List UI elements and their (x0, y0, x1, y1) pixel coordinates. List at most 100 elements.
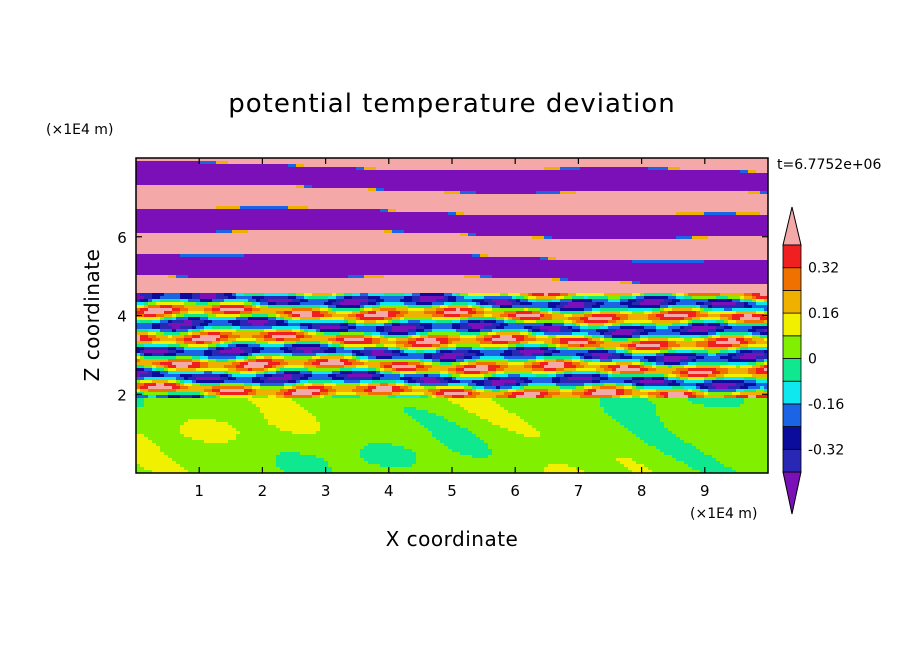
contour-cell (664, 353, 697, 357)
contour-cell (296, 335, 305, 339)
contour-cell (504, 392, 513, 396)
contour-cell (592, 353, 613, 357)
contour-cell (592, 374, 601, 378)
contour-cell (232, 332, 261, 336)
contour-cell (520, 383, 529, 387)
contour-cell (136, 194, 768, 198)
contour-cell (312, 395, 321, 399)
contour-cell (408, 311, 425, 315)
contour-cell (392, 443, 445, 447)
contour-cell (428, 374, 441, 378)
contour-cell (252, 383, 261, 387)
contour-cell (744, 314, 753, 318)
contour-cell (688, 371, 713, 375)
contour-cell (704, 260, 768, 264)
contour-cell (336, 311, 353, 315)
contour-cell (348, 329, 377, 333)
contour-cell (676, 236, 693, 240)
contour-cell (280, 368, 309, 372)
contour-cell (620, 296, 633, 300)
contour-cell (744, 380, 757, 384)
contour-cell (448, 368, 457, 372)
contour-cell (380, 374, 385, 378)
contour-cell (688, 362, 697, 366)
contour-cell (332, 302, 341, 306)
contour-cell (224, 371, 229, 375)
contour-cell (296, 389, 321, 393)
contour-cell (432, 359, 441, 363)
contour-cell (472, 392, 481, 396)
contour-cell (360, 317, 385, 321)
contour-cell (448, 380, 461, 384)
contour-cell (736, 347, 741, 351)
contour-cell (600, 380, 625, 384)
contour-cell (448, 299, 457, 303)
contour-cell (408, 338, 417, 342)
contour-cell (276, 329, 293, 333)
contour-cell (488, 332, 497, 336)
contour-cell (284, 317, 293, 321)
contour-cell (516, 389, 525, 393)
contour-cell (716, 368, 729, 372)
contour-cell (304, 185, 313, 189)
contour-cell (692, 326, 717, 330)
contour-cell (680, 329, 689, 333)
contour-cell (512, 353, 525, 357)
contour-cell (220, 308, 245, 312)
contour-cell (288, 206, 309, 210)
contour-cell (640, 368, 649, 372)
contour-cell (712, 302, 737, 306)
contour-cell (344, 344, 377, 348)
contour-cell (428, 395, 433, 399)
contour-cell (464, 356, 473, 360)
contour-cell (316, 332, 325, 336)
contour-cell (536, 338, 553, 342)
contour-cell (460, 362, 469, 366)
contour-cell (632, 458, 677, 462)
contour-cell (416, 326, 425, 330)
contour-cell (304, 350, 313, 354)
contour-cell (728, 362, 749, 366)
contour-cell (604, 368, 613, 372)
contour-cell (136, 428, 181, 432)
contour-cell (216, 206, 241, 210)
contour-cell (176, 341, 185, 345)
contour-cell (508, 299, 517, 303)
contour-cell (224, 380, 253, 384)
contour-cell (264, 416, 317, 420)
contour-cell (576, 323, 581, 327)
contour-cell (524, 362, 533, 366)
contour-cell (512, 350, 521, 354)
contour-cell (488, 419, 525, 423)
contour-cell (328, 341, 333, 345)
contour-cell (136, 197, 768, 201)
contour-cell (348, 323, 357, 327)
contour-cell (288, 380, 297, 384)
contour-cell (192, 380, 197, 384)
contour-cell (532, 353, 545, 357)
contour-cell (608, 371, 613, 375)
contour-cell (532, 326, 541, 330)
colorbar-segment (782, 403, 802, 427)
contour-cell (660, 449, 701, 453)
contour-cell (704, 356, 721, 360)
contour-cell (596, 329, 609, 333)
contour-cell (216, 392, 221, 396)
contour-cell (140, 356, 145, 360)
contour-cell (384, 329, 393, 333)
contour-cell (384, 350, 393, 354)
contour-cell (312, 335, 337, 339)
contour-cell (684, 296, 693, 300)
contour-cell (548, 392, 561, 396)
contour-cell (228, 344, 237, 348)
contour-cell (492, 341, 509, 345)
contour-cell (352, 353, 357, 357)
contour-cell (620, 422, 665, 426)
contour-cell (392, 389, 405, 393)
contour-cell (480, 344, 509, 348)
contour-cell (156, 383, 165, 387)
contour-cell (404, 389, 413, 393)
contour-cell (528, 308, 541, 312)
contour-cell (240, 353, 249, 357)
